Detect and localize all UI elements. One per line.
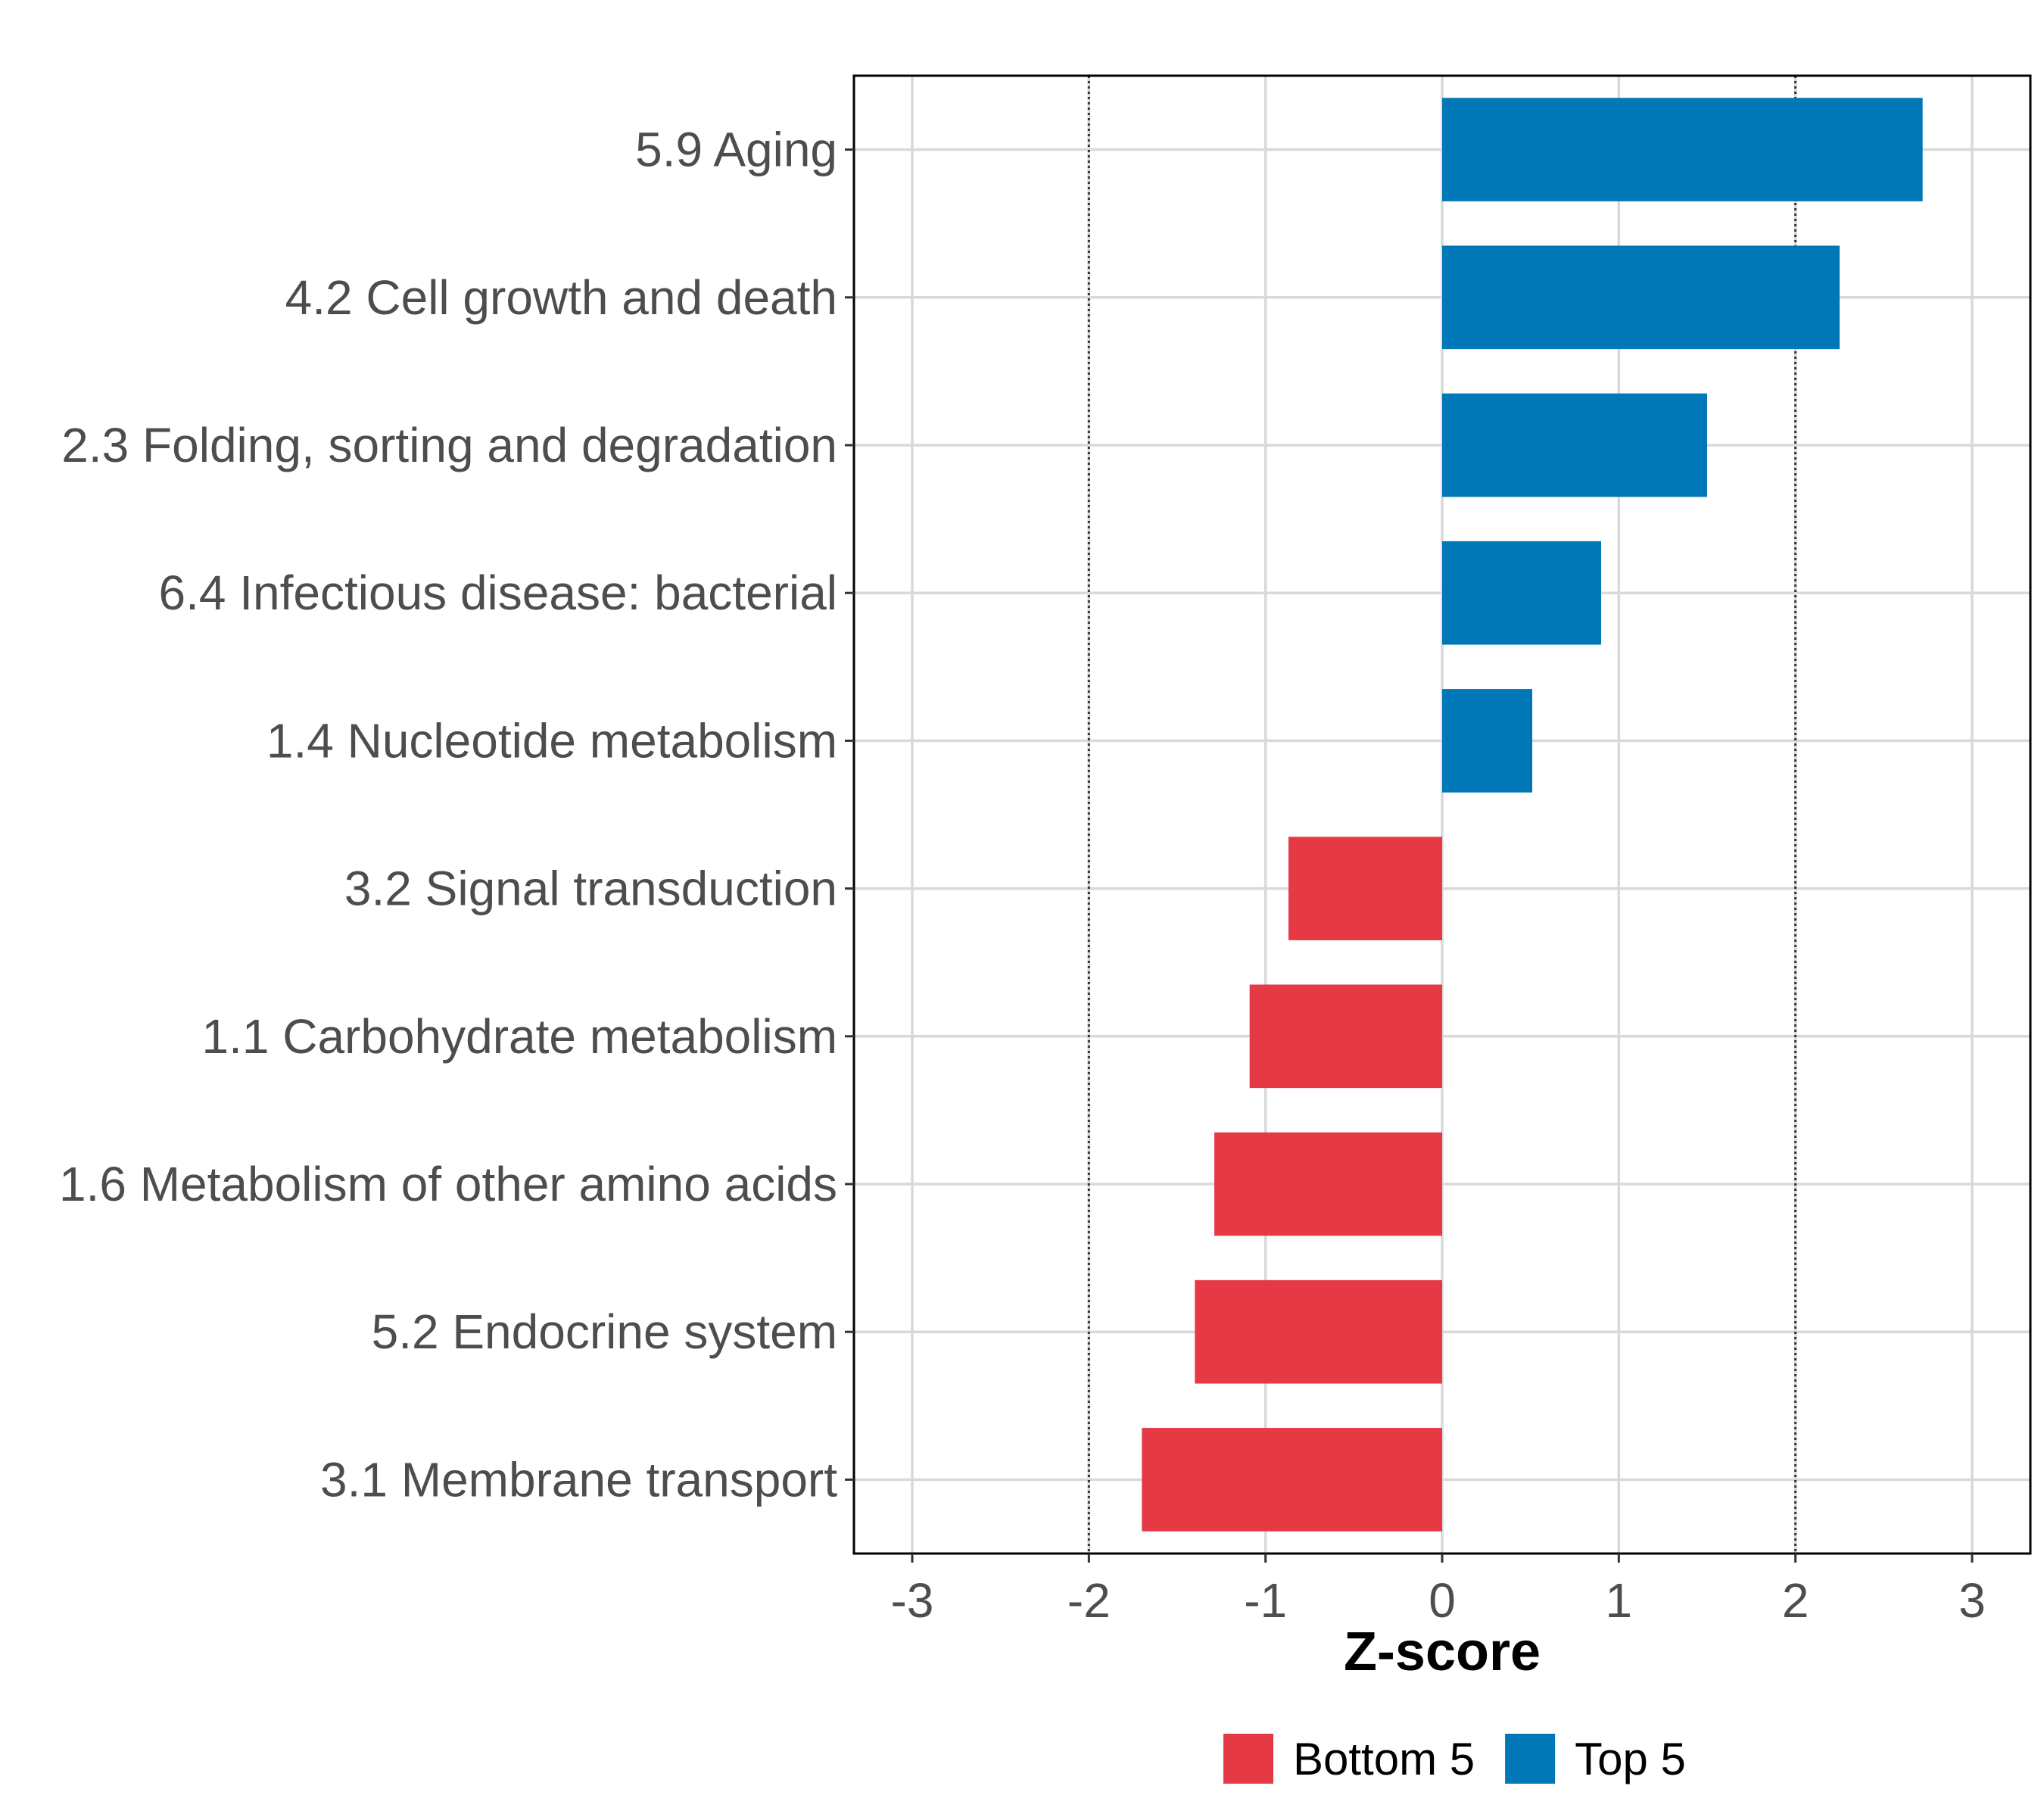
category-label: 2.3 Folding, sorting and degradation bbox=[61, 418, 837, 472]
bar bbox=[1214, 1132, 1442, 1236]
category-label: 1.1 Carbohydrate metabolism bbox=[201, 1009, 837, 1064]
x-tick-label: 3 bbox=[1958, 1573, 1986, 1628]
legend: Bottom 5 Top 5 bbox=[1223, 1734, 1686, 1784]
category-label: 3.1 Membrane transport bbox=[320, 1452, 837, 1507]
x-tick-label: 1 bbox=[1606, 1573, 1633, 1628]
bar bbox=[1195, 1279, 1442, 1384]
category-label: 3.2 Signal transduction bbox=[344, 862, 837, 916]
bar bbox=[1442, 689, 1532, 793]
bar bbox=[1442, 541, 1601, 645]
bar bbox=[1249, 984, 1442, 1089]
bars bbox=[1142, 98, 1923, 1532]
category-label: 1.4 Nucleotide metabolism bbox=[266, 713, 837, 768]
bar bbox=[1442, 393, 1707, 497]
bar bbox=[1288, 837, 1442, 940]
legend-swatch bbox=[1505, 1734, 1556, 1784]
y-axis: 5.9 Aging 4.2 Cell growth and death 2.3 Fo… bbox=[59, 123, 854, 1507]
legend-swatch bbox=[1223, 1734, 1273, 1784]
bar bbox=[1442, 98, 1923, 201]
reference-lines bbox=[1087, 76, 1797, 1554]
x-tick-label: -1 bbox=[1244, 1573, 1287, 1628]
category-label: 6.4 Infectious disease: bacterial bbox=[158, 566, 837, 620]
category-label: 1.6 Metabolism of other amino acids bbox=[59, 1157, 837, 1211]
x-tick-label: 0 bbox=[1429, 1573, 1456, 1628]
legend-label: Top 5 bbox=[1575, 1734, 1686, 1784]
bar bbox=[1142, 1428, 1442, 1532]
x-tick-label: -3 bbox=[891, 1573, 934, 1628]
category-label: 4.2 Cell growth and death bbox=[285, 270, 837, 325]
legend-label: Bottom 5 bbox=[1293, 1734, 1475, 1784]
bar bbox=[1442, 245, 1840, 350]
x-tick-label: 2 bbox=[1782, 1573, 1809, 1628]
category-label: 5.9 Aging bbox=[635, 123, 837, 177]
x-axis-title: Z-score bbox=[1344, 1622, 1541, 1682]
category-label: 5.2 Endocrine system bbox=[372, 1304, 837, 1359]
x-axis: -3 -2 -1 0 1 2 3 bbox=[891, 1554, 1986, 1628]
x-tick-label: -2 bbox=[1067, 1573, 1111, 1628]
